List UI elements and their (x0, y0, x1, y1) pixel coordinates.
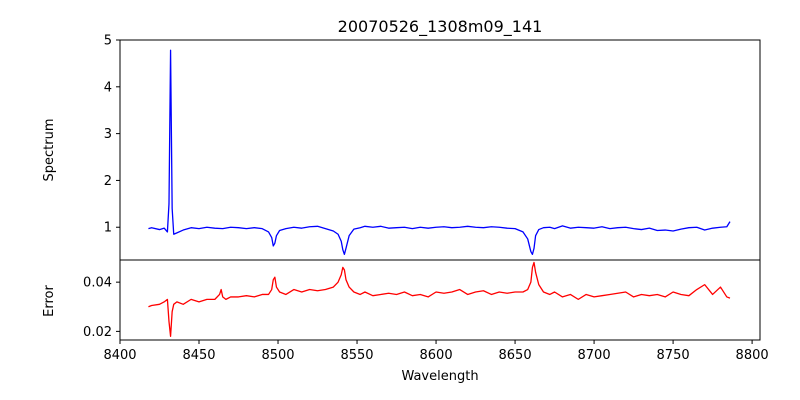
y-tick-label: 2 (104, 174, 112, 189)
x-tick-label: 8450 (182, 348, 215, 363)
error-y-label: Error (42, 285, 57, 317)
x-tick-label: 8650 (499, 348, 532, 363)
y-tick-label: 4 (104, 80, 112, 95)
error-panel: 0.02 0.04 8400 8450 8500 8550 8600 8650 8700 875… (42, 259, 769, 384)
y-tick-label: 5 (104, 34, 112, 49)
error-line (148, 261, 731, 337)
spectrum-y-ticks: 1 2 3 4 5 (104, 34, 120, 236)
spectrum-line (148, 49, 731, 256)
chart-title: 20070526_1308m09_141 (338, 17, 543, 37)
x-tick-label: 8500 (261, 348, 294, 363)
y-tick-label: 3 (104, 127, 112, 142)
y-tick-label: 1 (104, 221, 112, 236)
y-tick-label: 0.02 (83, 325, 112, 340)
x-tick-label: 8750 (657, 348, 690, 363)
x-tick-label: 8800 (736, 348, 769, 363)
wavelength-x-ticks: 8400 8450 8500 8550 8600 8650 8700 8750 8800 (103, 340, 769, 363)
x-axis-label: Wavelength (401, 369, 478, 384)
x-tick-label: 8700 (578, 348, 611, 363)
spectrum-y-label: Spectrum (42, 119, 57, 182)
error-axes-frame (119, 259, 761, 341)
x-tick-label: 8400 (103, 348, 136, 363)
y-tick-label: 0.04 (83, 276, 112, 291)
x-tick-label: 8600 (420, 348, 453, 363)
x-tick-label: 8550 (340, 348, 373, 363)
error-y-ticks: 0.02 0.04 (83, 276, 120, 340)
